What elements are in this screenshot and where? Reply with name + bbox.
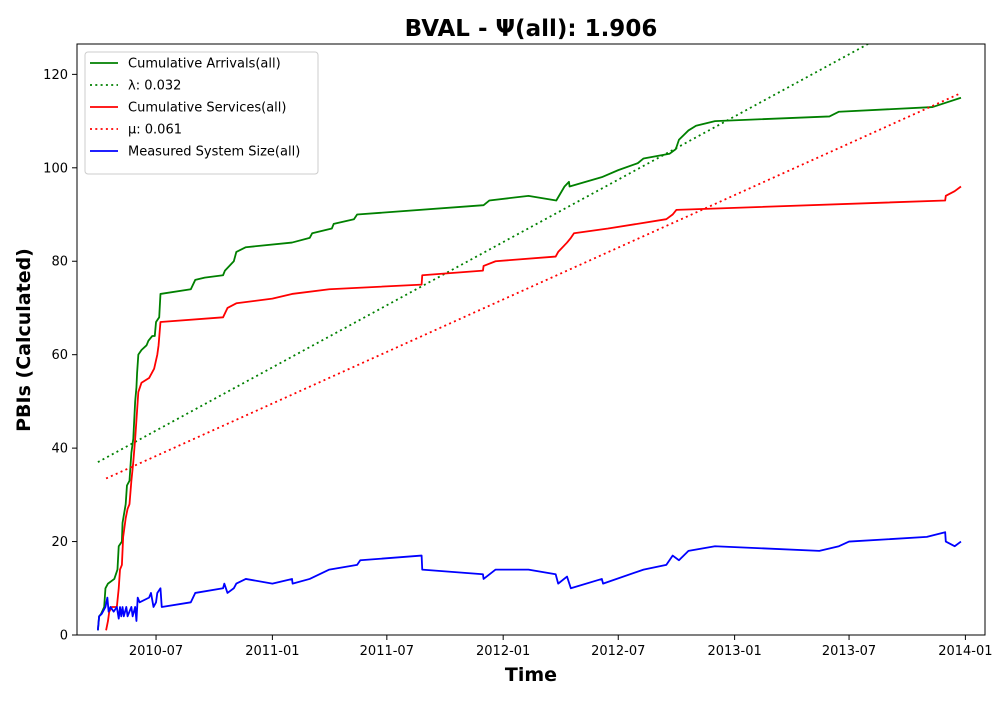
y-tick-label: 20 <box>51 535 68 550</box>
plot-frame <box>76 43 986 636</box>
x-tick-label: 2013-07 <box>822 644 876 659</box>
y-axis: 0 20 40 60 80 100 120 <box>43 68 77 644</box>
series-line-0 <box>96 96 962 631</box>
legend-entry: Cumulative Services(all) <box>128 101 286 116</box>
legend-entry: λ: 0.032 <box>128 79 181 94</box>
y-tick-label: 0 <box>60 629 68 644</box>
y-tick-label: 80 <box>51 255 68 270</box>
y-tick-label: 60 <box>51 348 68 363</box>
x-tick-label: 2012-01 <box>476 644 530 659</box>
legend-box <box>84 51 319 175</box>
plot-area <box>96 44 962 631</box>
x-axis-label: Time <box>505 664 557 686</box>
x-tick-label: 2010-07 <box>129 644 183 659</box>
x-tick-label: 2012-07 <box>591 644 645 659</box>
legend-entry: Measured System Size(all) <box>128 145 300 160</box>
x-axis: 2010-07 2011-01 2011-07 2012-01 2012-07 2013-… <box>129 635 993 659</box>
chart-title: BVAL - Ψ(all): 1.906 <box>405 16 658 42</box>
y-tick-label: 100 <box>43 161 68 176</box>
legend-entry: μ: 0.061 <box>128 123 182 138</box>
legend: Cumulative Arrivals(all) λ: 0.032 Cumulati… <box>84 51 319 175</box>
y-tick-label: 120 <box>43 68 68 83</box>
x-tick-label: 2014-01 <box>938 644 992 659</box>
x-tick-label: 2013-01 <box>707 644 761 659</box>
x-tick-label: 2011-07 <box>360 644 414 659</box>
series-line-2 <box>105 185 962 631</box>
y-axis-label: PBIs (Calculated) <box>13 248 35 432</box>
legend-entry: Cumulative Arrivals(all) <box>128 57 281 72</box>
y-tick-label: 40 <box>51 442 68 457</box>
series-line-4 <box>96 531 962 631</box>
x-tick-label: 2011-01 <box>245 644 299 659</box>
